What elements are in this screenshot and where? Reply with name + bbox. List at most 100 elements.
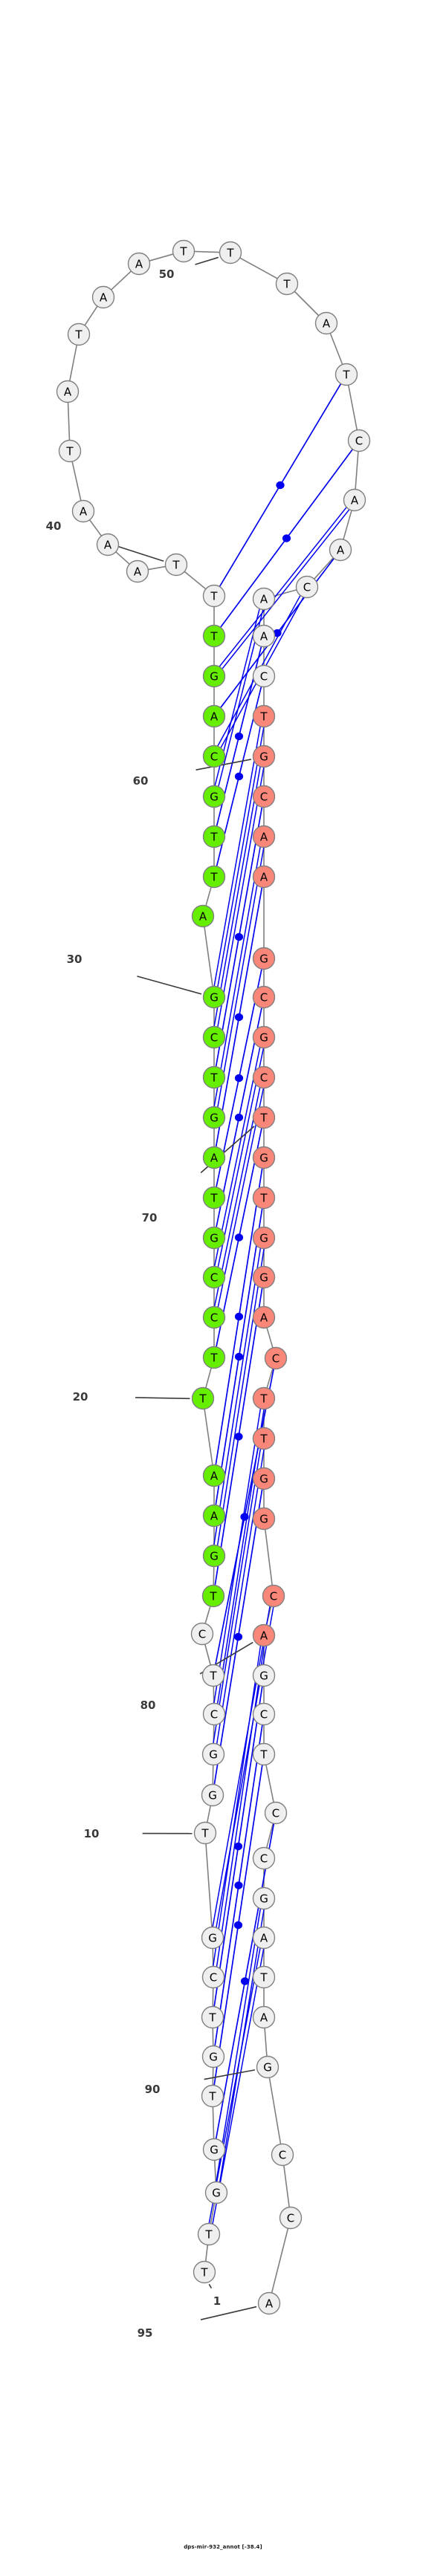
- nucleotide-circle[interactable]: [197, 2222, 221, 2246]
- nucleotide-18-A[interactable]: A: [202, 1504, 226, 1528]
- nucleotide-45-A[interactable]: A: [56, 380, 80, 403]
- nucleotide-82-A[interactable]: A: [252, 1623, 276, 1647]
- nucleotide-95-A[interactable]: A: [257, 2291, 281, 2315]
- nucleotide-7-T[interactable]: T: [201, 2005, 224, 2029]
- nucleotide-circle[interactable]: [252, 785, 276, 808]
- nucleotide-47-A[interactable]: A: [91, 285, 115, 309]
- nucleotide-12-G[interactable]: G: [201, 1742, 225, 1766]
- nucleotide-circle[interactable]: [252, 1106, 276, 1129]
- nucleotide-5-T[interactable]: T: [201, 2084, 224, 2108]
- nucleotide-76-C[interactable]: C: [264, 1346, 288, 1370]
- nucleotide-circle[interactable]: [201, 2045, 225, 2069]
- nucleotide-26-A[interactable]: A: [202, 1146, 226, 1169]
- nucleotide-circle[interactable]: [193, 1821, 217, 1845]
- nucleotide-55-A[interactable]: A: [343, 488, 366, 512]
- nucleotide-circle[interactable]: [347, 429, 371, 452]
- nucleotide-86-C[interactable]: C: [264, 1801, 288, 1825]
- nucleotide-circle[interactable]: [264, 1801, 288, 1825]
- nucleotide-35-C[interactable]: C: [202, 744, 226, 768]
- nucleotide-25-T[interactable]: T: [202, 1186, 226, 1210]
- nucleotide-66-G[interactable]: G: [252, 947, 276, 970]
- nucleotide-6-G[interactable]: G: [201, 2045, 225, 2069]
- nucleotide-circle[interactable]: [202, 584, 226, 608]
- nucleotide-69-C[interactable]: C: [252, 1065, 276, 1089]
- nucleotide-circle[interactable]: [252, 1186, 276, 1210]
- nucleotide-13-C[interactable]: C: [202, 1702, 226, 1726]
- nucleotide-28-T[interactable]: T: [202, 1065, 226, 1089]
- nucleotide-circle[interactable]: [202, 1025, 226, 1049]
- nucleotide-circle[interactable]: [127, 252, 151, 276]
- nucleotide-circle[interactable]: [252, 1742, 276, 1766]
- nucleotide-circle[interactable]: [202, 664, 226, 688]
- nucleotide-33-T[interactable]: T: [202, 825, 226, 849]
- nucleotide-circle[interactable]: [201, 1926, 224, 1950]
- nucleotide-64-A[interactable]: A: [252, 825, 276, 849]
- nucleotide-circle[interactable]: [252, 1146, 276, 1169]
- nucleotide-circle[interactable]: [204, 2181, 228, 2204]
- nucleotide-circle[interactable]: [190, 1622, 214, 1646]
- nucleotide-38-T[interactable]: T: [202, 624, 226, 648]
- nucleotide-17-G[interactable]: G: [202, 1544, 226, 1568]
- nucleotide-49-T[interactable]: T: [172, 239, 195, 263]
- nucleotide-30-G[interactable]: G: [202, 985, 226, 1009]
- nucleotide-43-A[interactable]: A: [71, 499, 95, 523]
- nucleotide-24-G[interactable]: G: [202, 1226, 226, 1250]
- nucleotide-circle[interactable]: [252, 1265, 276, 1289]
- nucleotide-circle[interactable]: [252, 1427, 276, 1450]
- nucleotide-circle[interactable]: [71, 499, 95, 523]
- nucleotide-circle[interactable]: [271, 2143, 294, 2167]
- nucleotide-54-C[interactable]: C: [347, 429, 371, 452]
- nucleotide-84-C[interactable]: C: [252, 1702, 276, 1726]
- nucleotide-circle[interactable]: [252, 947, 276, 970]
- nucleotide-72-T[interactable]: T: [252, 1186, 276, 1210]
- nucleotide-circle[interactable]: [343, 488, 366, 512]
- nucleotide-77-T[interactable]: T: [252, 1386, 276, 1410]
- nucleotide-circle[interactable]: [164, 553, 188, 577]
- nucleotide-circle[interactable]: [252, 664, 276, 688]
- nucleotide-circle[interactable]: [67, 322, 91, 346]
- nucleotide-89-A[interactable]: A: [252, 1926, 276, 1950]
- nucleotide-40-T[interactable]: T: [164, 553, 188, 577]
- nucleotide-56-A[interactable]: A: [329, 538, 352, 562]
- nucleotide-57-C[interactable]: C: [295, 575, 319, 599]
- nucleotide-80-G[interactable]: G: [252, 1507, 276, 1531]
- nucleotide-circle[interactable]: [252, 1926, 276, 1950]
- nucleotide-51-T[interactable]: T: [275, 272, 299, 296]
- nucleotide-circle[interactable]: [202, 1106, 226, 1129]
- nucleotide-circle[interactable]: [202, 1186, 226, 1210]
- nucleotide-81-C[interactable]: C: [262, 1584, 285, 1608]
- nucleotide-circle[interactable]: [264, 1346, 288, 1370]
- nucleotide-36-A[interactable]: A: [202, 704, 226, 728]
- nucleotide-circle[interactable]: [202, 1464, 226, 1487]
- nucleotide-79-G[interactable]: G: [252, 1467, 276, 1490]
- nucleotide-circle[interactable]: [252, 744, 276, 768]
- nucleotide-34-G[interactable]: G: [202, 785, 226, 808]
- nucleotide-3-G[interactable]: G: [204, 2181, 228, 2204]
- nucleotide-circle[interactable]: [201, 1783, 224, 1807]
- nucleotide-68-G[interactable]: G: [252, 1025, 276, 1049]
- nucleotide-75-A[interactable]: A: [252, 1305, 276, 1329]
- nucleotide-74-G[interactable]: G: [252, 1265, 276, 1289]
- nucleotide-circle[interactable]: [275, 272, 299, 296]
- nucleotide-92-G[interactable]: G: [256, 2055, 279, 2079]
- nucleotide-27-G[interactable]: G: [202, 1106, 226, 1129]
- nucleotide-circle[interactable]: [257, 2291, 281, 2315]
- nucleotide-15-C[interactable]: C: [190, 1622, 214, 1646]
- nucleotide-22-C[interactable]: C: [202, 1305, 226, 1329]
- nucleotide-50-T[interactable]: T: [219, 241, 242, 265]
- nucleotide-circle[interactable]: [252, 1702, 276, 1726]
- nucleotide-60-C[interactable]: C: [252, 664, 276, 688]
- nucleotide-circle[interactable]: [295, 575, 319, 599]
- nucleotide-78-T[interactable]: T: [252, 1427, 276, 1450]
- nucleotide-65-A[interactable]: A: [252, 865, 276, 889]
- nucleotide-circle[interactable]: [252, 2005, 276, 2029]
- nucleotide-circle[interactable]: [193, 2260, 216, 2284]
- nucleotide-42-A[interactable]: A: [96, 533, 120, 557]
- nucleotide-11-G[interactable]: G: [201, 1783, 224, 1807]
- nucleotide-circle[interactable]: [202, 624, 226, 648]
- nucleotide-circle[interactable]: [252, 1846, 276, 1870]
- nucleotide-46-T[interactable]: T: [67, 322, 91, 346]
- nucleotide-16-T[interactable]: T: [201, 1584, 225, 1608]
- nucleotide-circle[interactable]: [191, 904, 215, 928]
- nucleotide-circle[interactable]: [201, 2084, 224, 2108]
